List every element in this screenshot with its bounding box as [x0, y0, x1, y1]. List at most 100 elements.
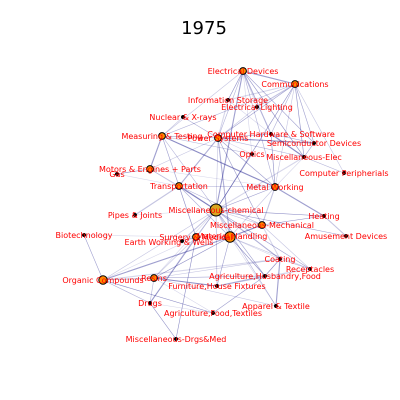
node-label-metal-working: Metal Working: [246, 183, 303, 192]
edge-transportation-power-systems: [178, 137, 219, 187]
edge-material-handling-transportation: [178, 185, 231, 238]
edge-resins-furniture: [153, 277, 218, 287]
node-label-power-systems: Power Systems: [188, 134, 249, 143]
edge-material-handling-agriculture-husbandry: [229, 236, 266, 277]
node-label-agriculture-food-textiles: Agriculture,Food,Textiles: [164, 309, 262, 318]
edge-measuring-testing-nuclear-xrays: [161, 116, 184, 137]
edge-misc-chemical-apparel-textile: [215, 209, 277, 307]
edge-drugs-misc-drgs-med: [149, 302, 177, 340]
node-transportation: [175, 182, 183, 190]
node-semiconductor-devices: [311, 140, 317, 146]
edge-metal-working-electrical-devices: [242, 70, 276, 188]
node-label-misc-drgs-med: Miscellaneous-Drgs&Med: [126, 335, 227, 344]
edge-misc-chemical-furniture: [215, 209, 218, 287]
edge-misc-chemical-receptacles: [215, 209, 311, 270]
node-heating: [321, 213, 327, 219]
node-computer-hardware: [268, 131, 274, 137]
edge-receptacles-agriculture-husbandry: [264, 268, 311, 277]
edge-computer-hardware-misc-elec: [270, 133, 305, 158]
node-coating: [277, 256, 283, 262]
node-label-biotechnology: Biotechnology: [55, 231, 112, 240]
node-label-misc-mechanical: Miscellaneous-Mechanical: [210, 221, 314, 230]
node-material-handling: [224, 231, 236, 243]
edge-coating-apparel-textile: [275, 258, 281, 307]
edge-heating-amusement-devices: [323, 215, 347, 237]
edge-misc-chemical-power-systems: [215, 137, 219, 211]
edge-electrical-devices-optics: [242, 70, 253, 155]
figure-title: 1975: [181, 18, 227, 39]
edge-organic-compounds-agriculture-food-textiles: [102, 279, 214, 314]
node-label-organic-compounds: Organic Compounds: [62, 276, 143, 285]
edge-power-systems-nuclear-xrays: [182, 116, 219, 139]
node-label-optics: Optics: [239, 150, 264, 159]
edge-measuring-testing-optics: [161, 135, 253, 155]
edge-misc-mechanical-power-systems: [217, 137, 263, 226]
node-surgery-medical: [192, 233, 200, 241]
edge-power-systems-motors-engines: [149, 137, 219, 170]
edge-material-handling-power-systems: [217, 137, 231, 238]
node-label-nuclear-xrays: Nuclear & X-rays: [149, 113, 216, 122]
edge-misc-chemical-resins: [153, 209, 217, 279]
edge-misc-chemical-metal-working: [215, 186, 276, 211]
node-label-computer-peripherals: Computer Peripherials: [299, 169, 388, 178]
node-label-surgery-medical: Surgery & Medical: [159, 233, 232, 242]
edge-misc-chemical-pipes-joints: [134, 209, 217, 216]
edge-resins-coating: [153, 258, 281, 279]
node-information-storage: [225, 97, 231, 103]
edge-metal-working-motors-engines: [149, 168, 276, 188]
node-drugs: [147, 300, 153, 306]
edge-misc-chemical-agriculture-husbandry: [215, 209, 266, 277]
node-label-computer-hardware: Computer Hardware & Software: [207, 130, 335, 139]
node-label-apparel-textile: Apparel & Textile: [242, 302, 310, 311]
edge-motors-engines-gas: [116, 168, 151, 175]
edge-metal-working-transportation: [178, 185, 276, 188]
node-label-coating: Coating: [265, 255, 296, 264]
edge-electrical-devices-measuring-testing: [161, 70, 244, 137]
edge-organic-compounds-drugs: [102, 279, 151, 304]
edge-material-handling-metal-working: [229, 186, 276, 238]
edge-coating-receptacles: [279, 258, 311, 270]
edge-drugs-agriculture-food-textiles: [149, 302, 214, 314]
edge-communications-computer-peripherals: [294, 83, 345, 174]
edge-semiconductor-devices-misc-elec: [303, 142, 315, 158]
edge-misc-chemical-motors-engines: [149, 168, 217, 211]
edge-power-systems-misc-elec: [217, 137, 305, 158]
edge-agriculture-husbandry-furniture: [216, 275, 266, 287]
edge-misc-mechanical-heating: [261, 215, 325, 226]
edge-electrical-devices-misc-elec: [242, 70, 305, 158]
edge-electrical-devices-electrical-lighting: [242, 70, 258, 108]
edge-communications-computer-hardware: [270, 83, 296, 135]
edge-misc-chemical-heating: [215, 209, 325, 217]
node-label-information-storage: Information Storage: [188, 96, 268, 105]
edge-receptacles-furniture: [216, 268, 311, 287]
edge-organic-compounds-biotechnology: [83, 234, 104, 281]
node-misc-mechanical: [258, 221, 266, 229]
edge-electrical-devices-semiconductor-devices: [242, 70, 315, 144]
edge-misc-chemical-electrical-devices: [215, 70, 244, 211]
node-electrical-devices: [239, 67, 247, 75]
node-label-heating: Heating: [308, 212, 339, 221]
edge-misc-chemical-coating: [215, 209, 281, 260]
node-agriculture-husbandry: [262, 273, 268, 279]
node-label-semiconductor-devices: Semiconductor Devices: [267, 139, 361, 148]
node-label-receptacles: Receptacles: [286, 265, 334, 274]
node-gas: [114, 171, 120, 177]
node-label-misc-elec: Miscellaneous-Elec: [266, 153, 342, 162]
node-label-agriculture-husbandry: Agriculture,Husbandry,Food: [209, 272, 321, 281]
node-layer: [81, 67, 349, 342]
edge-electrical-devices-computer-hardware: [242, 70, 272, 135]
node-optics: [249, 151, 255, 157]
edge-surgery-medical-resins: [153, 236, 197, 279]
edge-misc-chemical-organic-compounds: [102, 209, 217, 281]
edge-computer-hardware-information-storage: [227, 99, 272, 135]
edge-misc-chemical-measuring-testing: [161, 135, 217, 211]
node-metal-working: [271, 183, 279, 191]
edge-metal-working-power-systems: [217, 137, 276, 188]
edge-transportation-pipes-joints: [134, 185, 180, 216]
edge-resins-agriculture-husbandry: [153, 275, 266, 279]
edge-metal-working-measuring-testing: [161, 135, 276, 188]
edge-transportation-motors-engines: [149, 168, 180, 187]
edge-communications-information-storage: [227, 83, 296, 101]
edge-electrical-devices-communications: [242, 70, 296, 85]
edge-metal-working-heating: [274, 186, 325, 217]
